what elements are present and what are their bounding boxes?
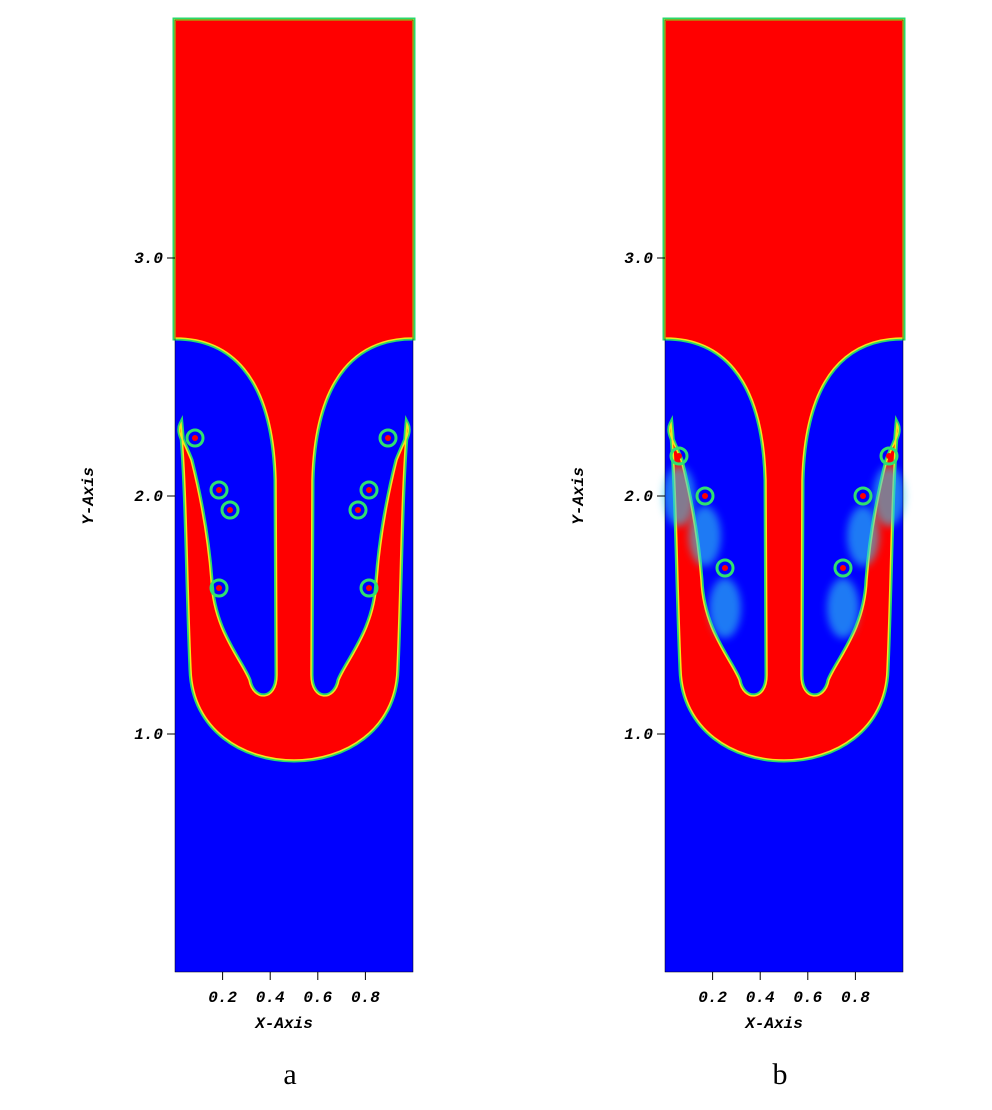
x-tick-label: 0.8	[351, 989, 380, 1007]
mixing-zone	[847, 506, 879, 566]
hot-region	[174, 19, 414, 761]
vortex-core	[676, 453, 682, 459]
plot	[662, 17, 906, 972]
vortex	[185, 428, 205, 448]
vortex-core	[860, 493, 866, 499]
x-tick-label: 0.8	[841, 989, 870, 1007]
vortex-core	[366, 487, 372, 493]
mixing-zone	[827, 578, 859, 638]
x-tick-label: 0.6	[793, 989, 822, 1007]
vortex-core	[227, 507, 233, 513]
y-tick-label: 2.0	[134, 488, 163, 506]
y-axis-label: Y-Axis	[80, 467, 98, 525]
vortex	[715, 558, 735, 578]
vortex-core	[840, 565, 846, 571]
vortex-core	[216, 585, 222, 591]
mixing-zone	[689, 506, 721, 566]
vortex	[359, 480, 379, 500]
x-tick-label: 0.6	[303, 989, 332, 1007]
x-axis-label: X-Axis	[744, 1015, 803, 1033]
mixing-zone	[873, 466, 905, 526]
y-tick-label: 3.0	[624, 250, 653, 268]
x-axis-label: X-Axis	[254, 1015, 313, 1033]
vortex-core	[886, 453, 892, 459]
x-tick-label: 0.4	[746, 989, 775, 1007]
x-tick-label: 0.2	[698, 989, 727, 1007]
y-tick-label: 2.0	[624, 488, 653, 506]
vortex	[378, 428, 398, 448]
caption: b	[773, 1058, 788, 1091]
vortex-core	[385, 435, 391, 441]
vortex	[209, 578, 229, 598]
y-axis-label: Y-Axis	[570, 467, 588, 525]
mixing-zone	[663, 466, 695, 526]
caption: a	[283, 1058, 296, 1091]
x-tick-label: 0.4	[256, 989, 285, 1007]
vortex	[879, 446, 899, 466]
vortex-core	[722, 565, 728, 571]
hot-region	[664, 19, 904, 761]
vortex	[669, 446, 689, 466]
y-tick-label: 1.0	[624, 726, 653, 744]
vortex	[833, 558, 853, 578]
vortex	[348, 500, 368, 520]
plot	[172, 17, 416, 972]
vortex	[220, 500, 240, 520]
vortex-core	[192, 435, 198, 441]
y-tick-label: 3.0	[134, 250, 163, 268]
vortex	[695, 486, 715, 506]
x-tick-label: 0.2	[208, 989, 237, 1007]
y-tick-label: 1.0	[134, 726, 163, 744]
vortex	[209, 480, 229, 500]
vortex	[853, 486, 873, 506]
vortex-core	[702, 493, 708, 499]
vortex-core	[366, 585, 372, 591]
vortex	[359, 578, 379, 598]
vortex-core	[355, 507, 361, 513]
mixing-zone	[709, 578, 741, 638]
vortex-core	[216, 487, 222, 493]
